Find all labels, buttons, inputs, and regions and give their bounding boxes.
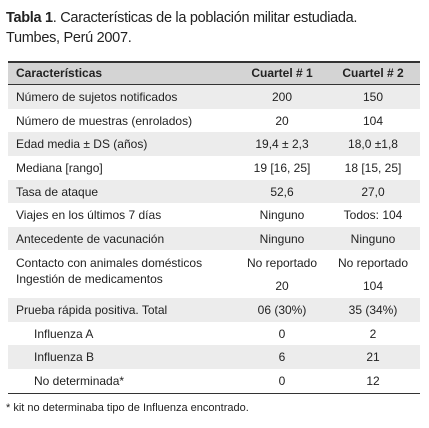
bottom-rule [8,392,420,395]
row-value: Todos: 104 [343,208,403,223]
row-value: 18,0 ±1,8 [348,137,398,152]
row-value: 12 [366,373,380,388]
row-value: 0 [278,326,286,341]
row-band [8,132,420,157]
header-rule [8,84,420,85]
row-label: Prueba rápida positiva. Total [16,302,168,317]
row-band [8,156,420,180]
row-band [8,321,420,346]
row-band [8,298,420,322]
row-value: 2 [369,326,377,341]
row-band [8,369,420,393]
row-value: 104 [362,113,384,128]
row-value: Ninguno [350,232,396,247]
footnote: * kit no determinaba tipo de Influenza e… [6,402,249,414]
header-cell: Características [16,66,103,80]
row-value: 27,0 [361,184,385,199]
row-value: 35 (34%) [348,302,398,317]
row-value: 06 (30%) [257,302,307,317]
header-cell: Cuartel # 1 [251,66,313,80]
title: Tabla 1. Características de la población… [6,8,357,48]
row-value: 0 [278,373,286,388]
row-value: Ninguno [259,232,305,247]
title-text: . Características de la población milita… [52,10,358,26]
subtitle: Tumbes, Perú 2007. [6,30,132,46]
row-label: Influenza B [34,350,95,365]
title-label: Tabla 1 [6,10,53,26]
row-band [8,203,420,228]
row-value: Ninguno [259,208,305,223]
row-label: Número de sujetos notificados [16,89,178,104]
row-value: 150 [362,89,384,104]
row-label: Viajes en los últimos 7 días [16,208,162,223]
row-value: 21 [366,350,380,365]
row-value: 104 [362,279,384,293]
header-cell: Cuartel # 2 [342,66,404,80]
row-label: Edad media ± DS (años) [16,137,148,152]
header-band [8,62,420,85]
row-value: 20 [275,279,289,293]
row-label: Influenza A [34,326,94,341]
row-value: No reportado [337,256,409,270]
row-band [8,179,420,204]
row-label: Ingestión de medicamentos [16,272,163,286]
row-value: 19 [16, 25] [253,160,311,175]
row-value: 52,6 [270,184,294,199]
row-value: 20 [275,113,289,128]
row-band [8,250,420,298]
row-label: Antecedente de vacunación [16,232,165,247]
row-band [8,345,420,370]
row-label: Número de muestras (enrolados) [16,113,193,128]
row-value: 18 [15, 25] [344,160,402,175]
row-band [8,227,420,251]
row-value: No reportado [246,256,318,270]
row-label: Tasa de ataque [16,184,99,199]
row-band [8,108,420,133]
row-band [8,85,420,109]
row-value: 19,4 ± 2,3 [255,137,309,152]
row-value: 200 [271,89,293,104]
row-value: 6 [278,350,286,365]
row-label: Contacto con animales domésticos [16,256,203,270]
top-rule [8,61,420,63]
row-label: Mediana [rango] [16,160,103,175]
row-label: No determinada* [34,373,125,388]
